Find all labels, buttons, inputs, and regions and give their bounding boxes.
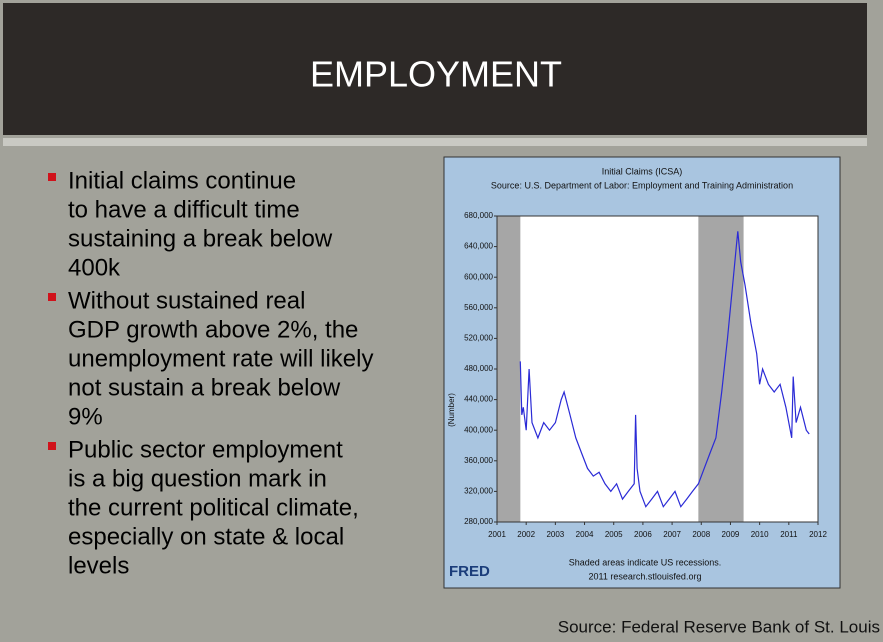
source: Source: Federal Reserve Bank of St. Loui…	[558, 617, 880, 636]
slide-title: EMPLOYMENT	[310, 54, 562, 95]
bullet-marker	[48, 293, 56, 301]
bullet-text: levels	[68, 552, 129, 579]
divider	[3, 138, 867, 146]
plot-border	[496, 215, 819, 523]
plot-area	[497, 216, 818, 522]
bullet-text: the current political climate,	[68, 494, 359, 521]
bullet-text: Without sustained real	[68, 287, 305, 314]
y-tick-label: 680,000	[464, 211, 493, 220]
y-tick-label: 280,000	[464, 517, 493, 526]
bullet-text: not sustain a break below	[68, 374, 341, 401]
y-tick-label: 400,000	[464, 425, 493, 434]
x-tick-label: 2011	[780, 530, 798, 539]
bullet-text: sustaining a break below	[68, 225, 333, 252]
x-tick-label: 2004	[576, 530, 594, 539]
fred-logo: FRED	[449, 563, 490, 580]
recession-shade	[698, 216, 744, 522]
x-tick-label: 2007	[663, 530, 681, 539]
bullet-marker	[48, 442, 56, 450]
chart-subtitle: Source: U.S. Department of Labor: Employ…	[491, 180, 793, 190]
x-tick-label: 2006	[634, 530, 652, 539]
data-line	[519, 231, 810, 508]
chart-title: Initial Claims (ICSA)	[602, 166, 683, 176]
x-tick-label: 2005	[605, 530, 623, 539]
bullet-marker	[48, 173, 56, 181]
y-tick-label: 480,000	[464, 364, 493, 373]
x-tick-label: 2002	[517, 530, 535, 539]
x-tick-label: 2010	[751, 530, 769, 539]
bullet-text: to have a difficult time	[68, 196, 300, 223]
x-tick-label: 2001	[488, 530, 506, 539]
x-tick-label: 2009	[722, 530, 740, 539]
bullet-text: especially on state & local	[68, 523, 344, 550]
y-tick-label: 320,000	[464, 487, 493, 496]
chart-note: Shaded areas indicate US recessions.	[569, 557, 722, 567]
y-tick-label: 520,000	[464, 334, 493, 343]
x-tick-label: 2003	[546, 530, 564, 539]
bullet-text: 9%	[68, 403, 103, 430]
recession-shade	[497, 216, 521, 522]
bullet-text: is a big question mark in	[68, 465, 327, 492]
y-tick-label: 360,000	[464, 456, 493, 465]
chart-credit: 2011 research.stlouisfed.org	[589, 571, 702, 581]
chart: Initial Claims (ICSA) Source: U.S. Depart…	[447, 166, 827, 581]
bullet-text: Public sector employment	[68, 436, 343, 463]
bullet-text: GDP growth above 2%, the	[68, 316, 358, 343]
title-band	[3, 3, 867, 135]
x-tick-label: 2008	[692, 530, 710, 539]
y-tick-label: 640,000	[464, 242, 493, 251]
bullet-text: 400k	[68, 254, 121, 281]
bullet-text: unemployment rate will likely	[68, 345, 373, 372]
bullet-text: Initial claims continue	[68, 167, 296, 194]
y-axis-label: (Number)	[447, 393, 456, 427]
x-tick-label: 2012	[809, 530, 827, 539]
y-tick-label: 440,000	[464, 395, 493, 404]
y-tick-label: 560,000	[464, 303, 493, 312]
y-tick-label: 600,000	[464, 272, 493, 281]
